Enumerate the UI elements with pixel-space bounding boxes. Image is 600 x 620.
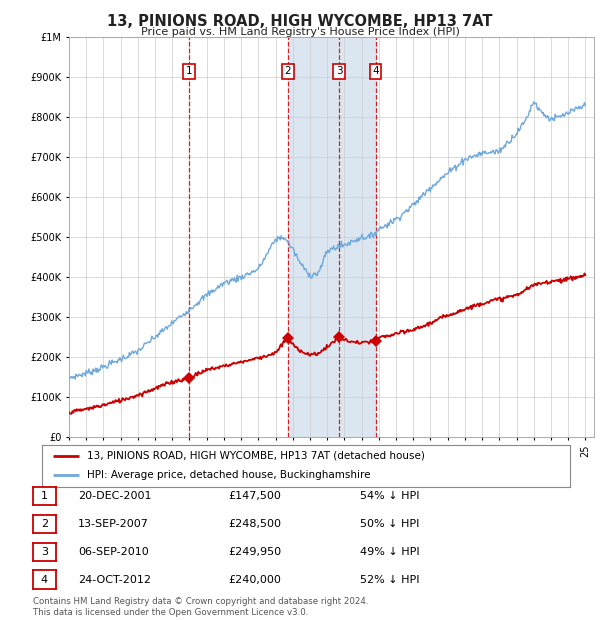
Text: 52% ↓ HPI: 52% ↓ HPI [360,575,419,585]
Text: 13-SEP-2007: 13-SEP-2007 [78,519,149,529]
Text: £240,000: £240,000 [228,575,281,585]
Text: 49% ↓ HPI: 49% ↓ HPI [360,547,419,557]
Text: 24-OCT-2012: 24-OCT-2012 [78,575,151,585]
Text: 2: 2 [41,519,48,529]
Bar [287,37,376,437]
Text: 3: 3 [41,547,48,557]
Text: £147,500: £147,500 [228,491,281,501]
Text: 50% ↓ HPI: 50% ↓ HPI [360,519,419,529]
Text: 06-SEP-2010: 06-SEP-2010 [78,547,149,557]
Text: £248,500: £248,500 [228,519,281,529]
Text: HPI: Average price, detached house, Buckinghamshire: HPI: Average price, detached house, Buck… [87,471,370,480]
Text: 4: 4 [372,66,379,76]
Text: 13, PINIONS ROAD, HIGH WYCOMBE, HP13 7AT: 13, PINIONS ROAD, HIGH WYCOMBE, HP13 7AT [107,14,493,29]
Text: 4: 4 [41,575,48,585]
Text: 2: 2 [284,66,291,76]
Text: 1: 1 [185,66,192,76]
Text: Price paid vs. HM Land Registry's House Price Index (HPI): Price paid vs. HM Land Registry's House … [140,27,460,37]
Text: 54% ↓ HPI: 54% ↓ HPI [360,491,419,501]
Text: 13, PINIONS ROAD, HIGH WYCOMBE, HP13 7AT (detached house): 13, PINIONS ROAD, HIGH WYCOMBE, HP13 7AT… [87,451,425,461]
Text: Contains HM Land Registry data © Crown copyright and database right 2024.
This d: Contains HM Land Registry data © Crown c… [33,598,368,617]
Text: £249,950: £249,950 [228,547,281,557]
Text: 1: 1 [41,491,48,501]
Text: 20-DEC-2001: 20-DEC-2001 [78,491,151,501]
Text: 3: 3 [336,66,343,76]
